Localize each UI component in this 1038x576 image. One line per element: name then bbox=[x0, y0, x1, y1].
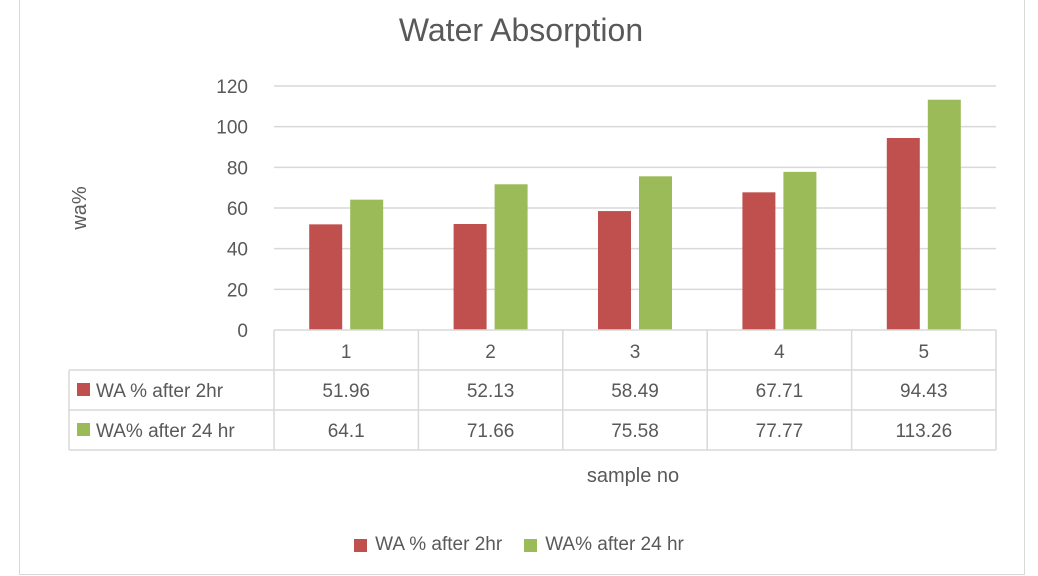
data-label: 75.58 bbox=[611, 421, 659, 442]
y-tick-labels: 0 20 40 60 80 100 120 bbox=[216, 77, 248, 342]
data-label: 58.49 bbox=[611, 381, 659, 402]
y-tick-label: 0 bbox=[237, 321, 248, 342]
table-series-label: WA % after 2hr bbox=[96, 381, 224, 402]
legend-item-series-2: WA% after 24 hr bbox=[524, 534, 684, 556]
y-axis-label: wa% bbox=[69, 186, 91, 231]
bar-series-2-sample-2 bbox=[494, 184, 528, 330]
data-label: 77.77 bbox=[756, 421, 804, 442]
y-tick-label: 100 bbox=[216, 118, 248, 139]
data-label: 52.13 bbox=[467, 381, 515, 402]
legend-label: WA % after 2hr bbox=[375, 534, 503, 555]
table-series-label: WA% after 24 hr bbox=[96, 421, 235, 442]
x-tick-label: 5 bbox=[919, 342, 930, 363]
bar-series-1-sample-1 bbox=[309, 224, 343, 330]
data-label: 94.43 bbox=[900, 381, 948, 402]
legend-swatch bbox=[354, 538, 368, 552]
data-table: 1 2 3 4 5 WA % after 2hr 51.96 52.13 58.49 67.71 9… bbox=[68, 329, 997, 451]
data-label: 51.96 bbox=[322, 381, 370, 402]
bar-series-2-sample-3 bbox=[639, 176, 672, 330]
x-tick-label: 2 bbox=[485, 342, 496, 363]
y-tick-label: 80 bbox=[227, 158, 248, 179]
y-tick-label: 40 bbox=[227, 240, 248, 261]
legend-swatch bbox=[524, 538, 538, 552]
x-tick-label: 4 bbox=[774, 342, 785, 363]
bar-series-1-sample-2 bbox=[453, 224, 487, 330]
bar-series-1-sample-5 bbox=[886, 137, 920, 330]
y-tick-label: 60 bbox=[227, 199, 248, 220]
gridlines bbox=[274, 85, 996, 291]
y-tick-label: 20 bbox=[227, 280, 248, 301]
data-label: 71.66 bbox=[467, 421, 515, 442]
x-tick-label: 1 bbox=[341, 342, 352, 363]
bars bbox=[309, 99, 961, 330]
legend-item-series-1: WA % after 2hr bbox=[354, 534, 502, 556]
legend-label: WA% after 24 hr bbox=[545, 534, 684, 555]
legend: WA % after 2hr WA% after 24 hr bbox=[0, 530, 1038, 560]
bar-series-2-sample-1 bbox=[350, 199, 384, 330]
bar-series-2-sample-5 bbox=[927, 99, 961, 330]
chart-title: Water Absorption bbox=[399, 12, 643, 48]
table-legend-swatch bbox=[77, 383, 90, 396]
x-axis-label: sample no bbox=[587, 465, 679, 487]
bar-series-1-sample-4 bbox=[742, 192, 776, 330]
data-label: 113.26 bbox=[895, 421, 952, 442]
x-tick-label: 3 bbox=[630, 342, 641, 363]
bar-series-2-sample-4 bbox=[783, 171, 817, 330]
data-label: 67.71 bbox=[756, 381, 804, 402]
bar-series-1-sample-3 bbox=[598, 211, 631, 330]
table-legend-swatch bbox=[77, 423, 90, 436]
data-label: 64.1 bbox=[328, 421, 365, 442]
y-tick-label: 120 bbox=[216, 77, 248, 98]
